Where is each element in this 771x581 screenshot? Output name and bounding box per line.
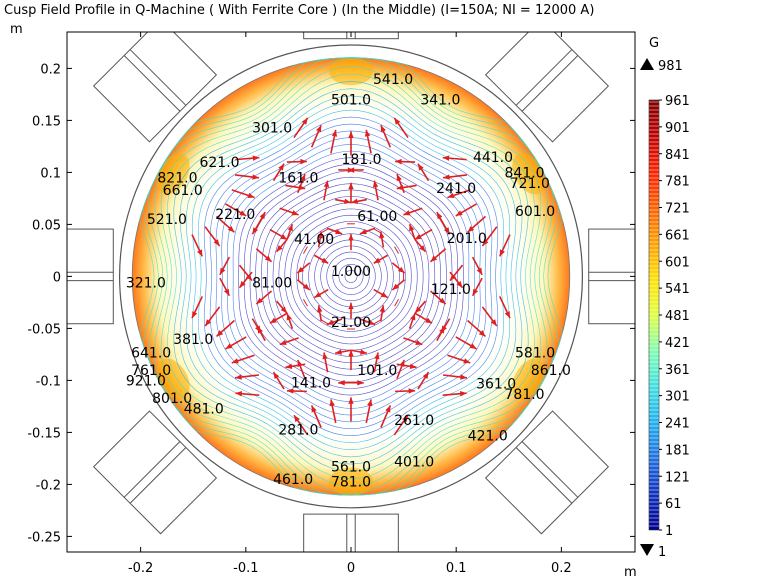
y-tick-label: -0.15 [27, 426, 61, 441]
contour-value-label: 241.0 [436, 181, 476, 197]
contour-value-label: 1.000 [331, 264, 371, 280]
x-axis-unit: m [624, 565, 637, 580]
contour-value-label: 521.0 [147, 212, 187, 228]
colorbar-gradient [649, 100, 659, 530]
colorbar-tick-label: 181 [665, 443, 690, 458]
colorbar-tick-label: 61 [665, 497, 682, 512]
contour-value-label: 281.0 [278, 422, 318, 438]
colorbar-tick-label: 901 [665, 121, 690, 136]
y-tick-label: 0.15 [32, 114, 61, 129]
contour-value-label: 141.0 [291, 375, 331, 391]
contour-value-label: 81.00 [252, 276, 292, 292]
y-tick-label: 0.1 [40, 166, 61, 181]
contour-value-label: 781.0 [331, 474, 371, 490]
y-tick-label: 0.2 [40, 62, 61, 77]
colorbar-tick-label: 721 [665, 202, 690, 217]
contour-value-label: 41.00 [294, 232, 334, 248]
x-tick-label: 0.2 [551, 561, 572, 576]
contour-value-label: 601.0 [515, 204, 555, 220]
colorbar-tick-label: 781 [665, 175, 690, 190]
x-tick-label: 0 [347, 561, 355, 576]
y-tick-label: -0.1 [36, 374, 61, 389]
contour-value-label: 481.0 [184, 401, 224, 417]
contour-value-label: 861.0 [531, 363, 571, 379]
contour-value-label: 581.0 [515, 345, 555, 361]
y-tick-label: -0.2 [36, 478, 61, 493]
contour-value-label: 161.0 [278, 171, 318, 187]
contour-value-label: 61.00 [357, 209, 397, 225]
contour-value-label: 21.00 [331, 315, 371, 331]
contour-value-label: 621.0 [199, 155, 239, 171]
colorbar-tick-label: 541 [665, 282, 690, 297]
colorbar-tick-label: 361 [665, 363, 690, 378]
colorbar-tick-label: 121 [665, 470, 690, 485]
contour-value-label: 461.0 [273, 472, 313, 488]
colorbar-max-label: 981 [658, 59, 683, 74]
contour-value-label: 541.0 [373, 72, 413, 88]
y-tick-label: -0.05 [27, 322, 61, 337]
colorbar-tick-label: 601 [665, 255, 690, 270]
contour-value-label: 921.0 [126, 373, 166, 389]
contour-value-label: 301.0 [252, 121, 292, 137]
contour-value-label: 721.0 [510, 176, 550, 192]
contour-value-label: 101.0 [357, 363, 397, 379]
colorbar-tick-label: 661 [665, 228, 690, 243]
colorbar: G 981 1 961 901 841 781 721 661 601 541 481 421 361 30… [640, 36, 690, 560]
contour-value-label: 661.0 [163, 183, 203, 199]
contour-value-label: 181.0 [341, 152, 381, 168]
colorbar-tick-label: 241 [665, 417, 690, 432]
contour-value-label: 441.0 [473, 150, 513, 166]
y-tick-label: 0 [53, 270, 61, 285]
x-tick-label: -0.2 [128, 561, 153, 576]
contour-value-label: 421.0 [468, 429, 508, 445]
contour-value-label: 221.0 [215, 207, 255, 223]
contour-value-label: 121.0 [431, 282, 471, 298]
colorbar-unit: G [649, 36, 659, 51]
y-tick-label: 0.05 [32, 218, 61, 233]
x-tick-label: -0.1 [233, 561, 258, 576]
contour-value-label: 641.0 [131, 345, 171, 361]
colorbar-min-label: 1 [658, 545, 666, 560]
contour-value-label: 261.0 [394, 413, 434, 429]
contour-value-label: 781.0 [505, 387, 545, 403]
chart-title: Cusp Field Profile in Q-Machine ( With F… [4, 3, 594, 18]
colorbar-tick-label: 301 [665, 390, 690, 405]
colorbar-tick-label: 841 [665, 148, 690, 163]
colorbar-tick-label: 1 [665, 524, 673, 539]
contour-value-label: 321.0 [126, 276, 166, 292]
colorbar-tick-label: 481 [665, 309, 690, 324]
contour-value-label: 381.0 [173, 332, 213, 348]
contour-value-label: 501.0 [331, 93, 371, 109]
x-tick-label: 0.1 [446, 561, 467, 576]
y-tick-label: -0.25 [27, 530, 61, 545]
contour-value-label: 201.0 [447, 231, 487, 247]
contour-value-label: 341.0 [420, 93, 460, 109]
min-marker-icon [640, 544, 654, 556]
y-axis-unit: m [10, 22, 23, 37]
colorbar-tick-label: 421 [665, 336, 690, 351]
max-marker-icon [640, 58, 654, 70]
contour-value-label: 401.0 [394, 455, 434, 471]
colorbar-tick-label: 961 [665, 94, 690, 109]
